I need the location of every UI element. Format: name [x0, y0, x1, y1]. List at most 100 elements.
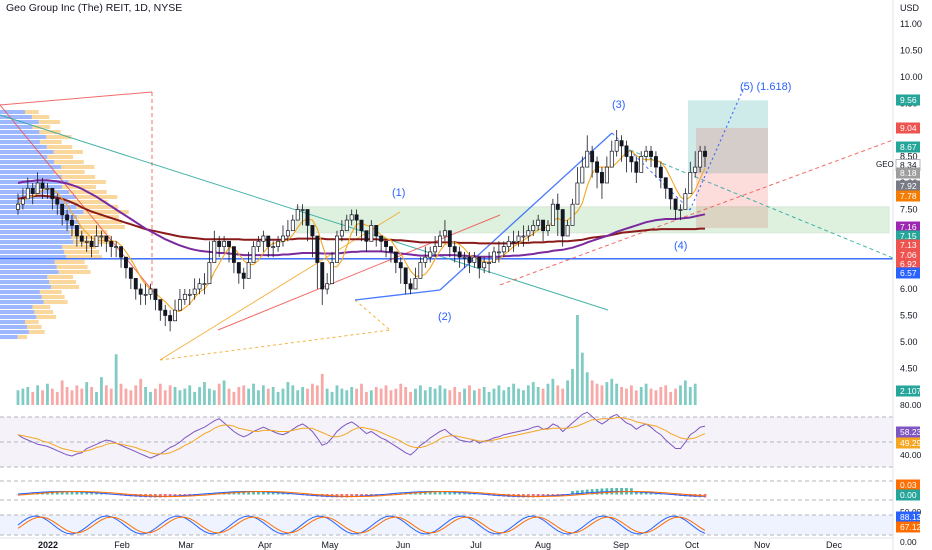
volume-bar: [556, 385, 560, 405]
volume-bar: [80, 388, 84, 405]
candle-body: [128, 267, 133, 279]
time-axis[interactable]: 2022 Feb Mar Apr May Jun Jul Aug Sep Oct Nov Dec: [0, 537, 893, 550]
profile-bar-up: [0, 215, 77, 219]
candle-body: [546, 225, 550, 232]
volume-bar: [286, 382, 290, 405]
macd-histogram-bar: [526, 494, 530, 498]
volume-bar: [257, 390, 260, 405]
profile-bar-up: [0, 195, 76, 199]
profile-bar-down: [36, 315, 57, 319]
candle-body: [266, 235, 271, 247]
price-tag: 8.67: [900, 142, 917, 152]
candle-body: [349, 214, 354, 221]
profile-bar-down: [39, 290, 62, 294]
volume-bar: [261, 385, 265, 405]
stoch-tag-b: 67.12: [900, 522, 922, 532]
volume-bar: [463, 388, 466, 405]
volume-bar: [580, 352, 584, 405]
price-tag: 7.16: [900, 222, 917, 232]
volume-bar: [472, 390, 476, 405]
candle-body: [393, 251, 398, 263]
time-tick-label: Mar: [178, 540, 194, 550]
profile-bar-down: [53, 150, 83, 154]
profile-bar-down: [38, 120, 60, 124]
profile-bar-up: [0, 275, 48, 279]
candle-body: [227, 240, 231, 247]
candle-body: [217, 240, 222, 247]
wave-label: (2): [438, 311, 451, 323]
price-tag: 8.34: [900, 160, 917, 170]
macd-histogram-bar: [100, 493, 103, 495]
candle-body: [40, 182, 45, 189]
candle-body: [295, 209, 300, 221]
candle-body: [315, 235, 320, 263]
macd-histogram-bar: [350, 494, 354, 498]
volume-bar: [21, 388, 25, 405]
volume-bar: [306, 388, 309, 405]
profile-bar-up: [0, 220, 79, 224]
volume-tag-bg: [896, 385, 920, 397]
volume-bar: [497, 385, 501, 405]
stoch-tag-b-bg: [896, 521, 920, 533]
macd-histogram-bar: [168, 494, 172, 498]
candle-body: [231, 246, 236, 263]
price-tick-label: 8.50: [900, 152, 918, 162]
candle-body: [526, 230, 531, 237]
volume-bar: [369, 390, 373, 405]
profile-bar-down: [46, 135, 72, 139]
volume-bar: [222, 380, 226, 405]
candles[interactable]: [16, 130, 707, 332]
macd-histogram-bar: [355, 494, 358, 498]
candle-body: [305, 209, 310, 226]
volume-bar: [433, 388, 437, 405]
profile-bar-down: [43, 300, 68, 304]
candle-body: [501, 246, 506, 253]
volume-bar: [423, 390, 427, 405]
profile-bar-up: [0, 300, 44, 304]
profile-bar-up: [0, 135, 47, 139]
volume-bar: [649, 388, 653, 405]
volume-bar: [31, 391, 35, 405]
macd-histogram-bar: [276, 492, 280, 495]
volume-bar: [144, 387, 147, 405]
volume-bar: [605, 382, 609, 405]
trend-line: [159, 329, 391, 361]
price-tick-label: 5.00: [900, 337, 918, 347]
price-tag-bg: [896, 258, 920, 270]
volume-bar: [365, 391, 368, 405]
macd-histogram-bar: [70, 491, 74, 495]
volume-bar: [522, 390, 525, 405]
candle-body: [133, 278, 138, 290]
candle-body: [364, 230, 369, 242]
candle-body: [614, 140, 619, 152]
macd-histogram-bar: [443, 491, 447, 495]
profile-bar-down: [78, 220, 122, 224]
volume-bar: [301, 387, 305, 405]
price-tag-bg: [896, 221, 920, 233]
profile-bar-up: [0, 310, 35, 314]
time-tick-label: Sep: [613, 540, 629, 550]
profile-bar-down: [32, 125, 51, 129]
profile-bar-up: [0, 290, 40, 294]
candle-body: [50, 187, 55, 200]
profile-bar-up: [0, 315, 37, 319]
wave-label: (4): [674, 240, 687, 252]
profile-bar-down: [39, 130, 61, 134]
wave-label: (5) (1.618): [740, 81, 791, 93]
profile-bar-up: [0, 180, 69, 184]
volume-bar: [585, 372, 589, 405]
volume-bar: [41, 390, 44, 405]
profile-bar-up: [0, 245, 63, 249]
candle-body: [182, 293, 187, 300]
macd-histogram-bar: [247, 491, 251, 495]
profile-bar-up: [0, 110, 26, 114]
macd-histogram-bar: [423, 491, 427, 495]
candle-body: [271, 246, 276, 248]
candle-body: [555, 203, 560, 210]
price-tag: 6.57: [900, 268, 917, 278]
profile-bar-down: [62, 245, 97, 249]
candle-body: [369, 225, 374, 242]
profile-bar-up: [0, 115, 32, 119]
